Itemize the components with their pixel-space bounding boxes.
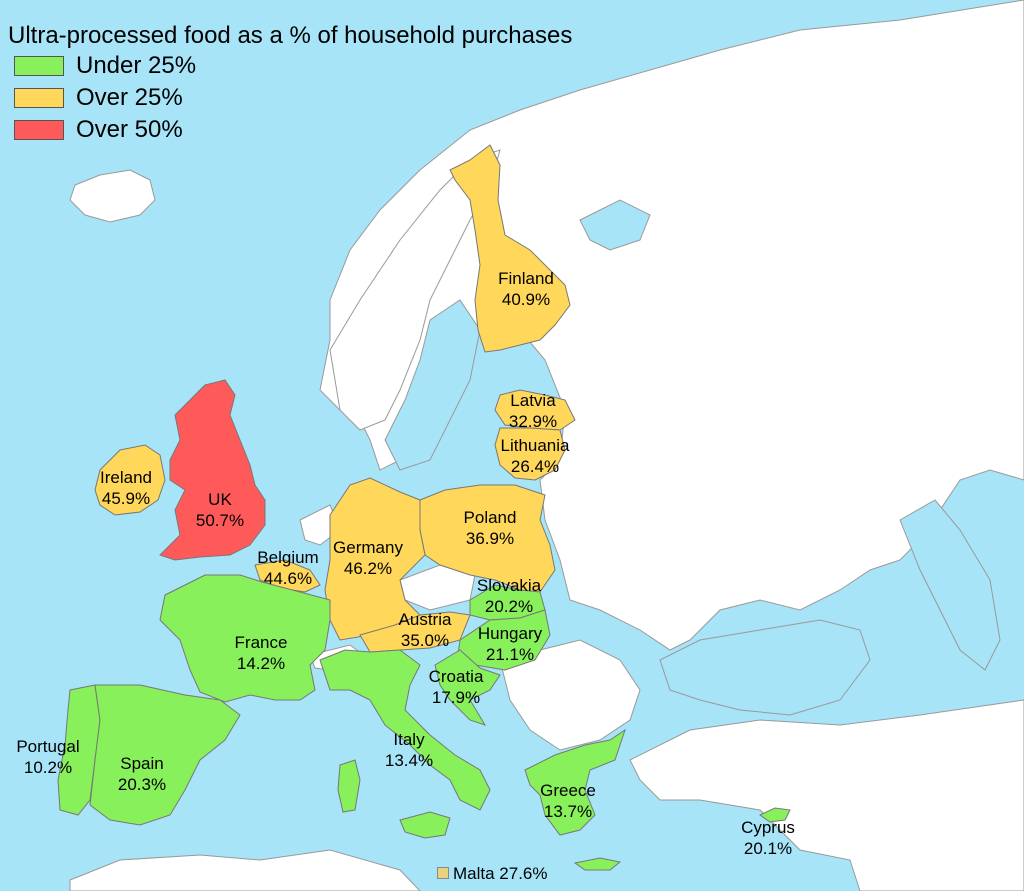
country-uk	[159, 379, 266, 561]
white-sea	[579, 199, 651, 251]
data-countries	[57, 144, 791, 871]
country-spain	[89, 684, 241, 826]
legend-label: Over 25%	[76, 84, 183, 111]
label-ireland: Ireland 45.9%	[100, 467, 152, 509]
country-name: Austria	[398, 610, 452, 629]
country-italy-sicily	[399, 811, 451, 839]
country-poland	[419, 484, 556, 593]
country-name: Italy	[393, 730, 425, 749]
country-value: 20.1%	[743, 839, 793, 858]
country-ireland	[94, 444, 166, 516]
legend-item-over-25: Over 25%	[8, 82, 572, 114]
label-portugal: Portugal 10.2%	[16, 736, 79, 778]
land-norway	[329, 149, 501, 431]
country-name: Croatia	[428, 667, 484, 686]
label-uk: UK 50.7%	[196, 489, 244, 531]
country-greece-crete	[573, 857, 622, 871]
legend-swatch-yellow	[14, 88, 64, 108]
legend: Ultra-processed food as a % of household…	[8, 22, 572, 146]
land-iceland	[69, 169, 156, 223]
label-lithuania: Lithuania 26.4%	[500, 435, 569, 477]
legend-item-under-25: Under 25%	[8, 50, 572, 82]
legend-swatch-red	[14, 120, 64, 140]
country-value: 32.9%	[508, 412, 558, 431]
label-finland: Finland 40.9%	[498, 268, 554, 310]
country-name: Latvia	[510, 391, 556, 410]
label-cyprus: Cyprus 20.1%	[741, 817, 795, 859]
label-italy: Italy 13.4%	[385, 729, 433, 771]
country-croatia	[434, 649, 501, 726]
country-name: Poland	[463, 508, 517, 527]
legend-item-over-50: Over 50%	[8, 114, 572, 146]
country-value: 10.2%	[23, 758, 73, 777]
country-greece	[524, 728, 626, 836]
label-belgium: Belgium 44.6%	[257, 547, 318, 589]
country-value: 45.9%	[101, 489, 151, 508]
country-value: 40.9%	[501, 290, 551, 309]
legend-label: Over 50%	[76, 116, 183, 143]
label-hungary: Hungary 21.1%	[478, 623, 542, 665]
country-cyprus	[759, 807, 791, 823]
country-name: Finland	[498, 269, 554, 288]
label-latvia: Latvia 32.9%	[509, 390, 557, 432]
legend-label: Under 25%	[76, 52, 197, 79]
country-italy-sardinia	[337, 759, 361, 813]
country-name: Cyprus	[741, 818, 795, 837]
land-africa	[69, 849, 421, 891]
country-name: Ireland	[100, 468, 152, 487]
country-name: UK	[208, 490, 232, 509]
country-name: Germany	[333, 538, 403, 557]
legend-swatch-green	[14, 56, 64, 76]
label-germany: Germany 46.2%	[333, 537, 403, 579]
country-france	[159, 574, 331, 703]
country-value: 21.1%	[485, 645, 535, 664]
label-croatia: Croatia 17.9%	[429, 666, 484, 708]
country-name: Spain	[120, 754, 164, 773]
caspian-sea	[899, 499, 1001, 671]
country-value: 13.7%	[543, 802, 593, 821]
country-name: Slovakia	[476, 576, 542, 595]
label-austria: Austria 35.0%	[399, 609, 452, 651]
label-slovakia: Slovakia 20.2%	[477, 575, 541, 617]
country-value: 20.3%	[117, 775, 167, 794]
label-greece: Greece 13.7%	[540, 780, 596, 822]
label-spain: Spain 20.3%	[118, 753, 166, 795]
country-lithuania	[494, 427, 566, 481]
country-value: 20.2%	[484, 597, 534, 616]
country-value: 50.7%	[195, 511, 245, 530]
country-name: Portugal	[16, 737, 80, 756]
country-finland	[449, 144, 571, 353]
country-value: 26.4%	[510, 457, 560, 476]
country-name: Greece	[540, 781, 596, 800]
baltic-sea	[384, 299, 481, 471]
legend-title: Ultra-processed food as a % of household…	[8, 22, 573, 49]
land-balkans	[499, 639, 641, 751]
inland-water	[384, 199, 1001, 716]
country-italy	[319, 649, 491, 811]
country-name: Belgium	[257, 548, 319, 567]
country-value: 36.9%	[465, 529, 515, 548]
country-value: 13.4%	[384, 751, 434, 770]
label-poland: Poland 36.9%	[464, 507, 517, 549]
country-value: 14.2%	[236, 654, 286, 673]
country-latvia	[494, 389, 576, 431]
label-france: France 14.2%	[235, 632, 288, 674]
country-name: Hungary	[477, 624, 543, 643]
country-name: France	[234, 633, 288, 652]
country-value: 35.0%	[400, 631, 450, 650]
country-value: 44.6%	[263, 569, 313, 588]
country-value: 17.9%	[431, 688, 481, 707]
black-sea	[659, 619, 871, 716]
country-value: 46.2%	[343, 559, 393, 578]
malta-marker	[437, 867, 449, 879]
land-turkey	[629, 699, 1024, 891]
label-malta: Malta 27.6%	[453, 864, 548, 883]
country-name: Lithuania	[500, 436, 570, 455]
